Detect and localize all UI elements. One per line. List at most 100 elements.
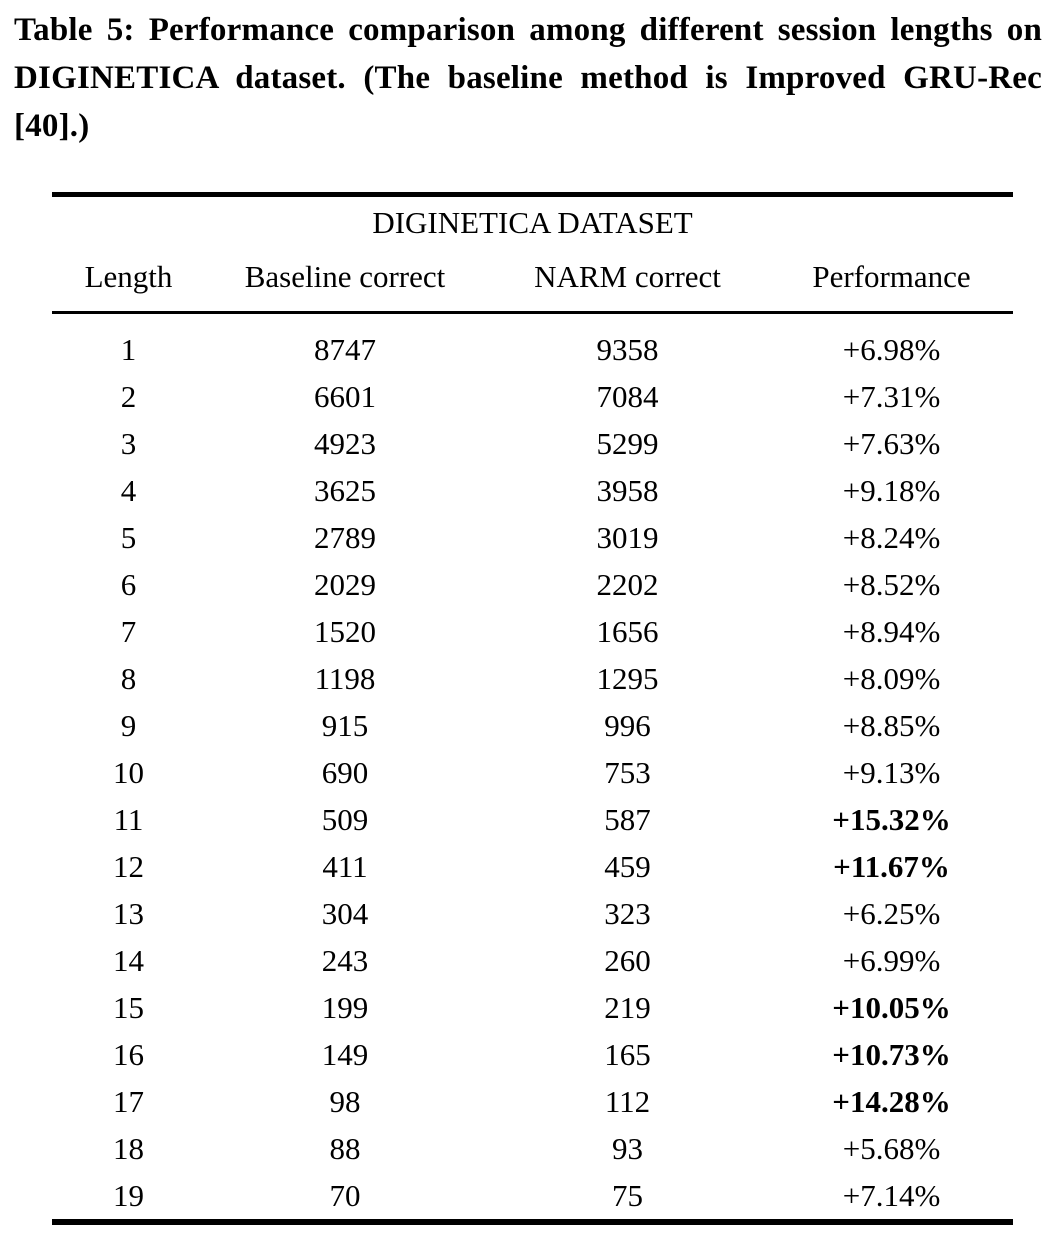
cell-length: 19	[113, 1178, 144, 1213]
table-row: 17 98 112 +14.28%	[52, 1078, 1013, 1125]
cell-baseline-correct: 199	[321, 990, 369, 1025]
table-5-container: DIGINETICA DATASET Length Baseline corre…	[52, 192, 1014, 1225]
cell-baseline-correct: 6601	[314, 379, 376, 414]
table-row: 11 509 587 +15.32%	[52, 796, 1013, 843]
cell-narm-correct: 260	[604, 943, 651, 978]
cell-length: 1	[120, 332, 137, 367]
cell-length: 13	[113, 896, 144, 931]
cell-performance: +8.24%	[842, 520, 941, 555]
cell-performance: +8.94%	[842, 614, 941, 649]
cell-narm-correct: 753	[604, 755, 651, 790]
cell-baseline-correct: 149	[321, 1037, 369, 1072]
cell-performance: +9.18%	[842, 473, 941, 508]
table-row: 7 1520 1656 +8.94%	[52, 608, 1013, 655]
cell-narm-correct: 165	[604, 1037, 651, 1072]
cell-length: 14	[113, 943, 144, 978]
table-caption: Table 5: Performance comparison among di…	[14, 12, 1042, 144]
cell-narm-correct: 1295	[596, 661, 659, 696]
cell-baseline-correct: 8747	[314, 332, 376, 367]
cell-performance: +5.68%	[842, 1131, 941, 1166]
column-header-performance: Performance	[770, 248, 1014, 314]
table-header: DIGINETICA DATASET Length Baseline corre…	[52, 197, 1014, 314]
cell-baseline-correct: 411	[322, 849, 368, 884]
cell-length: 15	[113, 990, 144, 1025]
cell-baseline-correct: 1520	[314, 614, 376, 649]
cell-performance: +6.98%	[842, 332, 941, 367]
table-body: 1 8747 9358 +6.98% 2 6601 7084 +7.31% 3 …	[52, 313, 1013, 1220]
column-header-length: Length	[52, 248, 205, 314]
cell-narm-correct: 219	[604, 990, 651, 1025]
column-header-baseline-correct: Baseline correct	[205, 248, 485, 314]
cell-length: 5	[120, 520, 137, 555]
cell-performance: +10.05%	[832, 990, 951, 1025]
cell-baseline-correct: 243	[321, 943, 369, 978]
cell-performance: +9.13%	[842, 755, 941, 790]
cell-length: 18	[113, 1131, 144, 1166]
cell-baseline-correct: 4923	[314, 426, 376, 461]
dataset-title-row: DIGINETICA DATASET	[52, 197, 1013, 248]
table-row: 10 690 753 +9.13%	[52, 749, 1013, 796]
cell-length: 8	[120, 661, 137, 696]
cell-baseline-correct: 70	[329, 1178, 361, 1213]
table-row: 2 6601 7084 +7.31%	[52, 373, 1013, 420]
table-row: 6 2029 2202 +8.52%	[52, 561, 1013, 608]
cell-length: 4	[120, 473, 137, 508]
cell-performance: +7.14%	[842, 1178, 941, 1213]
cell-performance: +7.63%	[842, 426, 941, 461]
cell-narm-correct: 7084	[596, 379, 659, 414]
cell-performance: +8.85%	[842, 708, 941, 743]
cell-narm-correct: 75	[612, 1178, 643, 1213]
table-row: 18 88 93 +5.68%	[52, 1125, 1013, 1172]
cell-baseline-correct: 509	[321, 802, 369, 837]
cell-baseline-correct: 690	[321, 755, 369, 790]
cell-length: 7	[120, 614, 137, 649]
table-row: 3 4923 5299 +7.63%	[52, 420, 1013, 467]
cell-narm-correct: 3019	[596, 520, 659, 555]
cell-length: 2	[120, 379, 137, 414]
table-row: 19 70 75 +7.14%	[52, 1172, 1013, 1219]
cell-narm-correct: 9358	[596, 332, 659, 367]
cell-performance: +7.31%	[842, 379, 941, 414]
cell-length: 16	[113, 1037, 144, 1072]
table-row: 9 915 996 +8.85%	[52, 702, 1013, 749]
cell-length: 10	[113, 755, 144, 790]
column-header-row: Length Baseline correct NARM correct Per…	[52, 248, 1014, 314]
cell-narm-correct: 2202	[596, 567, 659, 602]
cell-baseline-correct: 98	[329, 1084, 361, 1119]
table-row: 14 243 260 +6.99%	[52, 937, 1013, 984]
cell-narm-correct: 5299	[596, 426, 659, 461]
table-row: 13 304 323 +6.25%	[52, 890, 1013, 937]
column-header-narm-correct: NARM correct	[485, 248, 770, 314]
cell-performance: +6.25%	[842, 896, 941, 931]
cell-narm-correct: 93	[612, 1131, 643, 1166]
cell-length: 9	[120, 708, 137, 743]
cell-baseline-correct: 915	[321, 708, 369, 743]
table-row: 4 3625 3958 +9.18%	[52, 467, 1013, 514]
table-row: 16 149 165 +10.73%	[52, 1031, 1013, 1078]
cell-narm-correct: 1656	[596, 614, 659, 649]
cell-performance: +8.09%	[842, 661, 941, 696]
cell-length: 11	[113, 802, 144, 837]
cell-baseline-correct: 2029	[314, 567, 376, 602]
dataset-title: DIGINETICA DATASET	[372, 205, 693, 240]
table-row: 1 8747 9358 +6.98%	[52, 313, 1013, 374]
cell-baseline-correct: 2789	[314, 520, 376, 555]
cell-narm-correct: 3958	[596, 473, 659, 508]
diginetica-performance-table: DIGINETICA DATASET Length Baseline corre…	[52, 197, 1014, 1220]
cell-performance: +15.32%	[832, 802, 951, 837]
cell-length: 17	[113, 1084, 144, 1119]
cell-narm-correct: 459	[604, 849, 651, 884]
cell-narm-correct: 587	[604, 802, 651, 837]
cell-performance: +8.52%	[842, 567, 941, 602]
table-row: 12 411 459 +11.67%	[52, 843, 1013, 890]
cell-narm-correct: 112	[604, 1084, 651, 1119]
table-row: 15 199 219 +10.05%	[52, 984, 1013, 1031]
cell-baseline-correct: 304	[321, 896, 369, 931]
cell-narm-correct: 323	[604, 896, 651, 931]
cell-length: 3	[120, 426, 137, 461]
cell-length: 6	[120, 567, 137, 602]
cell-narm-correct: 996	[604, 708, 651, 743]
table-row: 8 1198 1295 +8.09%	[52, 655, 1013, 702]
cell-baseline-correct: 88	[329, 1131, 361, 1166]
cell-performance: +10.73%	[832, 1037, 951, 1072]
